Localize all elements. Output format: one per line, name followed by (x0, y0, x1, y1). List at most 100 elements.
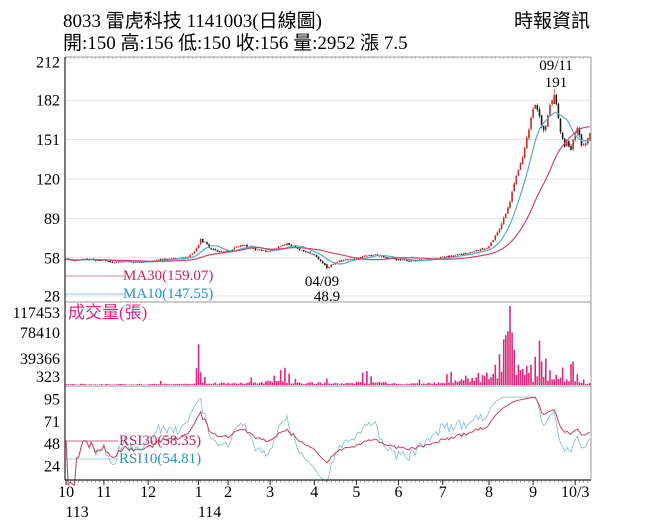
candle-body (364, 255, 366, 257)
candle-body (138, 262, 141, 263)
volume-bar (296, 382, 299, 385)
volume-bar (383, 381, 385, 385)
volume-bar (458, 380, 461, 385)
candle-body (260, 249, 263, 251)
volume-bar (269, 380, 271, 385)
candle-body (267, 251, 269, 253)
volume-bar (84, 384, 86, 385)
volume-bar (374, 382, 377, 385)
volume-bar (568, 381, 570, 385)
candle-body (191, 253, 194, 255)
volume-bar (395, 383, 398, 385)
volume-bar (538, 340, 541, 385)
volume-bar (456, 381, 459, 385)
candle-body (338, 260, 341, 263)
candle-body (282, 245, 284, 246)
price-tick-label: 182 (36, 93, 60, 110)
volume-bar (397, 383, 400, 385)
candle-body (383, 256, 385, 258)
candle-body (286, 243, 288, 246)
volume-bar (551, 379, 553, 385)
candle-body (242, 245, 244, 246)
candle-body (269, 250, 271, 252)
candle-body (534, 104, 536, 109)
volume-bar (418, 379, 421, 385)
volume-bar (336, 383, 339, 385)
candle-body (509, 201, 511, 208)
rsi-tick-label: 95 (44, 392, 60, 409)
candle-body (551, 100, 553, 105)
candle-body (136, 262, 139, 263)
volume-bar (197, 344, 200, 385)
candle-body (553, 95, 555, 104)
volume-bar (582, 379, 585, 385)
volume-bar (422, 383, 425, 385)
candle-body (376, 254, 379, 256)
candle-body (538, 109, 541, 116)
volume-bar (147, 384, 149, 385)
volume-bar (282, 381, 284, 385)
volume-bar (292, 383, 295, 385)
volume-bar (162, 384, 164, 385)
volume-bar (82, 383, 84, 385)
volume-bar (519, 370, 522, 385)
candle-body (256, 249, 259, 251)
volume-bar (473, 380, 475, 385)
candle-body (366, 255, 368, 257)
candle-body (307, 251, 309, 253)
volume-bar (450, 371, 452, 385)
candle-body (572, 139, 574, 150)
volume-bar (385, 382, 387, 385)
rsi30-legend: RSI30(58.35) (119, 433, 202, 449)
volume-bar (149, 383, 151, 385)
candle-body (557, 104, 560, 119)
volume-bar (71, 383, 74, 385)
candle-body (326, 264, 328, 268)
volume-bar (319, 382, 322, 385)
volume-tick-label: 78410 (20, 325, 60, 342)
x-month-label: 2 (224, 484, 232, 501)
candle-body (582, 144, 585, 146)
candle-body (456, 254, 459, 256)
volume-bar (532, 381, 534, 385)
volume-bar (130, 384, 133, 385)
candle-body (526, 137, 528, 149)
volume-tick-label: 117453 (13, 305, 60, 322)
candle-body (372, 254, 374, 256)
volume-bar (178, 383, 181, 385)
candle-body (298, 248, 301, 251)
candle-body (507, 207, 509, 214)
candle-body (561, 132, 564, 139)
candle-body (473, 251, 475, 253)
candle-body (218, 251, 221, 253)
candle-body (208, 244, 210, 248)
candle-body (486, 248, 488, 249)
volume-bar (509, 306, 511, 385)
volume-bar (425, 384, 427, 385)
volume-bar (138, 383, 141, 385)
volume-bar (225, 383, 227, 385)
price-tick-label: 89 (44, 211, 60, 228)
candle-body (157, 259, 160, 261)
candle-body (315, 255, 318, 257)
volume-bar (263, 383, 265, 385)
candle-body (460, 254, 463, 255)
volume-bar (561, 367, 564, 385)
volume-bar (181, 384, 183, 385)
volume-bar (277, 381, 280, 385)
candle-body (452, 255, 454, 257)
volume-bar (334, 382, 337, 385)
volume-bar (515, 374, 518, 385)
rsi-tick-label: 24 (44, 459, 60, 476)
volume-bar (328, 383, 330, 385)
candle-body (511, 191, 513, 202)
candle-body (513, 183, 515, 192)
volume-bar (526, 366, 528, 385)
candle-body (311, 253, 313, 255)
volume-bar (185, 383, 187, 385)
candle-body (458, 254, 461, 255)
candle-body (481, 248, 484, 250)
candle-body (193, 251, 196, 254)
